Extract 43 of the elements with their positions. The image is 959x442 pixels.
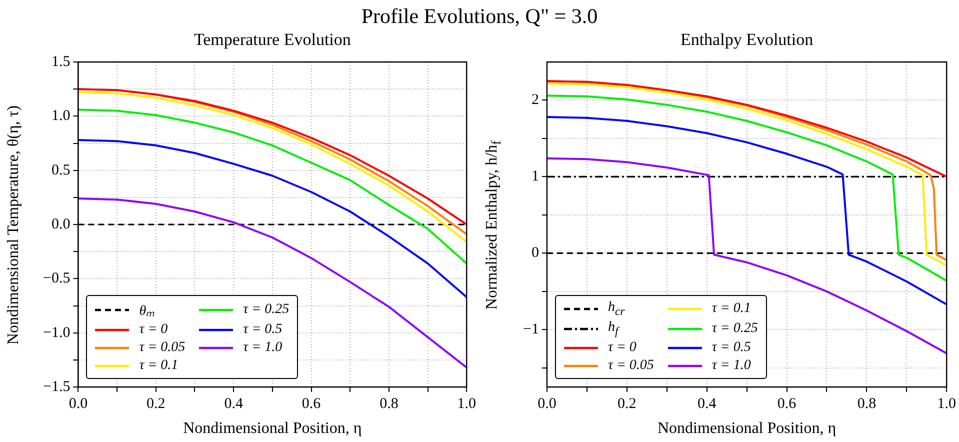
legend-label: τ = 0.25 [243,302,290,318]
x-tick-label: 0.6 [777,396,797,412]
legend-label: h$_{f}$ [608,320,618,338]
legend-label: τ = 0 [139,322,168,338]
x-axis-title: Nondimensional Position, η [182,420,363,438]
x-tick-label: 0.4 [224,396,244,412]
legend-label: τ = 1.0 [712,358,751,374]
legend-label: τ = 0.05 [608,358,654,374]
y-tick-label: 0 [531,245,539,262]
legend-label: τ = 0.1 [712,300,751,317]
legend-label: τ = 1.0 [243,340,282,356]
y-tick-label: −1 [522,322,539,338]
x-tick-label: 0.4 [697,396,717,412]
legend-label: τ = 0.25 [712,320,758,337]
legend-label: τ = 0 [608,340,636,356]
y-tick-label: 1 [531,168,539,185]
x-tick-label: 0.2 [146,396,166,412]
x-tick-label: 0.6 [302,396,322,412]
legend-label: θₘ [139,303,156,320]
x-tick-label: 1.0 [457,396,476,412]
y-tick-label: 1.5 [51,54,70,70]
legend-label: h$_{cr}$ [608,300,625,318]
y-tick-label: 2 [531,92,539,108]
y-tick-label: −0.5 [42,270,70,287]
x-axis-title: Nondimensional Position, η [656,420,838,438]
y-axis-title: Nondimensional Temperature, θ(η, τ) [5,104,23,344]
chart-title: Temperature Evolution [192,30,352,50]
chart-title: Enthalpy Evolution [679,30,814,50]
y-tick-label: 0.5 [51,162,70,178]
text: Profile Evolutions, Q" = 3.0 [360,4,599,29]
y-tick-label: 0.0 [51,216,70,232]
legend-label: τ = 0.05 [139,340,186,356]
x-tick-label: 0.8 [857,396,876,412]
x-tick-label: 1.0 [937,396,956,412]
legend-label: τ = 0.5 [712,340,751,356]
y-tick-label: 1.0 [51,108,70,124]
x-tick-label: 0.0 [68,396,88,412]
y-tick-label: −1.0 [42,324,70,341]
x-tick-label: 0.2 [618,396,636,412]
legend-label: τ = 0.1 [139,358,178,374]
y-tick-label: −1.5 [42,378,70,395]
legend-label: τ = 0.5 [243,322,282,338]
x-tick-label: 0.8 [380,396,398,412]
